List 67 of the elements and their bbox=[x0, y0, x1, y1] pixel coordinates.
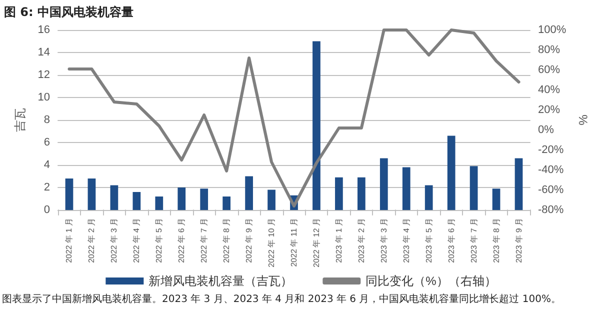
bar bbox=[312, 41, 320, 210]
bar bbox=[447, 136, 456, 210]
x-tick-label: 2023 年 1 月 bbox=[334, 218, 344, 263]
line-series bbox=[68, 28, 520, 208]
bar bbox=[178, 188, 186, 210]
x-tick-label: 2022 年 2 月 bbox=[87, 218, 96, 263]
bar bbox=[132, 192, 141, 210]
text: 图表显示了中国新增风电装机容量。2023 年 3 月、2023 年 4 月和 2023 年 6 月，中国风电装机容量同比增长超过 100%。 bbox=[2, 293, 562, 307]
legend-label: 新增风电装机容量（吉瓦） bbox=[148, 274, 293, 288]
bar bbox=[470, 166, 478, 210]
bar bbox=[65, 178, 74, 210]
y2-tick-label: 80% bbox=[538, 44, 560, 56]
x-tick-label: 2022 年 8 月 bbox=[222, 218, 232, 263]
y2-tick-label: 60% bbox=[538, 64, 560, 76]
bar bbox=[222, 196, 231, 210]
y-tick-label: 12 bbox=[38, 69, 50, 81]
bar bbox=[88, 178, 96, 210]
bar bbox=[424, 185, 433, 210]
y-tick-label: 8 bbox=[44, 114, 50, 126]
x-tick-label: 2023 年 6 月 bbox=[446, 218, 456, 263]
chart-title: 图 6: 中国风电装机容量 bbox=[4, 4, 134, 21]
y2-tick-label: -40% bbox=[538, 164, 564, 176]
x-tick-label: 2022 年 6 月 bbox=[177, 218, 186, 263]
x-tick-label: 2022 年 10 月 bbox=[267, 218, 276, 268]
x-tick-label: 2023 年 3 月 bbox=[379, 218, 388, 263]
x-tick-label: 2023 年 5 月 bbox=[424, 218, 434, 263]
x-tick-label: 2023 年 7 月 bbox=[469, 218, 478, 263]
x-tick-label: 2023 年 2 月 bbox=[356, 218, 366, 263]
bar bbox=[492, 188, 500, 210]
y-tick-label: 6 bbox=[44, 136, 50, 148]
y2-tick-label: -80% bbox=[538, 204, 564, 216]
y2-tick-label: 40% bbox=[538, 84, 560, 96]
x-tick-label: 2023 年 9 月 bbox=[514, 218, 524, 263]
y-axis-title: 吉瓦 bbox=[13, 108, 27, 132]
x-tick-label: 2022 年 7 月 bbox=[200, 218, 209, 263]
x-tick-label: 2022 年 4 月 bbox=[132, 218, 142, 263]
x-tick-label: 2022 年 11 月 bbox=[290, 218, 298, 267]
x-tick-label: 2022 年 1 月 bbox=[64, 218, 74, 263]
bar bbox=[245, 176, 253, 210]
y2-tick-label: -60% bbox=[538, 184, 564, 196]
y-tick-label: 4 bbox=[44, 159, 50, 171]
x-tick-label: 2022 年 9 月 bbox=[244, 218, 254, 263]
x-tick-label: 2023 年 4 月 bbox=[402, 218, 411, 263]
x-tick-label: 2022 年 5 月 bbox=[154, 218, 164, 263]
legend-label: 同比变化（%）（右轴） bbox=[366, 274, 496, 288]
y-tick-label: 14 bbox=[38, 46, 50, 58]
y-tick-label: 2 bbox=[44, 182, 50, 194]
x-tick-label: 2022 年 3 月 bbox=[110, 218, 119, 263]
y2-tick-label: -20% bbox=[538, 144, 564, 156]
y2-tick-label: 0% bbox=[538, 124, 554, 136]
y-tick-label: 10 bbox=[38, 92, 50, 104]
bar bbox=[335, 177, 343, 210]
y2-tick-label: 20% bbox=[538, 104, 560, 116]
x-tick-label: 2022 年 12 月 bbox=[312, 218, 321, 268]
bar bbox=[110, 185, 118, 210]
y-tick-label: 16 bbox=[38, 24, 50, 36]
y2-axis-title: % bbox=[576, 114, 590, 126]
bar bbox=[514, 158, 523, 210]
y2-tick-label: 100% bbox=[538, 24, 566, 36]
bar bbox=[402, 167, 410, 210]
bar bbox=[155, 196, 164, 210]
bar bbox=[200, 188, 208, 210]
bar bbox=[380, 158, 388, 210]
y-tick-label: 0 bbox=[44, 204, 50, 216]
bar bbox=[268, 190, 276, 210]
bar bbox=[357, 177, 366, 210]
x-tick-label: 2023 年 8 月 bbox=[492, 218, 501, 263]
